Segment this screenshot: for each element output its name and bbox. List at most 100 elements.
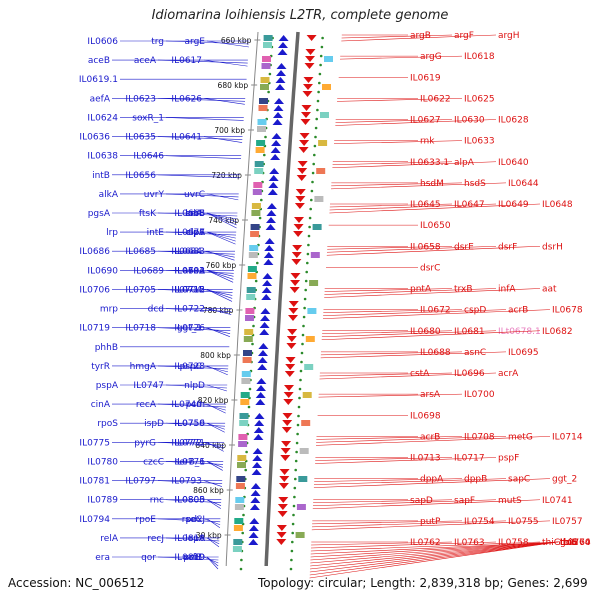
leader-line-right — [326, 245, 497, 253]
gene-label-left: IL0805 — [174, 496, 205, 506]
leader-line-right — [310, 541, 541, 552]
leader-line-left — [206, 461, 223, 471]
leader-line-right — [311, 541, 453, 546]
gc-dot-right — [301, 333, 305, 337]
leader-line-right — [330, 182, 507, 190]
gene-label-left: relA — [100, 534, 119, 544]
feature-box — [263, 42, 272, 48]
gene-label-right: arsA — [420, 390, 441, 400]
gene-label-left: IL0626 — [171, 94, 202, 104]
ruler-tick-label: 840 kbp — [195, 441, 226, 450]
gene-label-left: lolA — [185, 209, 203, 219]
gene-label-right: IL0625 — [464, 94, 495, 104]
gene-arrow-right — [283, 392, 294, 398]
gc-dot-right — [296, 423, 300, 427]
gene-label-right: IL0698 — [410, 411, 441, 421]
leader-line-right — [318, 393, 463, 398]
ruler-tick-label: 680 kbp — [218, 81, 249, 90]
leader-line-left — [165, 308, 232, 312]
gc-dot-left — [268, 72, 272, 76]
gc-dot-left — [247, 405, 251, 409]
gene-label-right: dppA — [420, 475, 444, 485]
gene-arrow-left — [259, 322, 270, 328]
gene-arrow-right — [303, 77, 314, 83]
gene-label-right: thiE — [560, 538, 578, 548]
leader-line-left — [206, 365, 228, 376]
feature-box — [245, 308, 255, 314]
gene-arrow-left — [258, 350, 268, 356]
leader-line-right — [319, 372, 497, 380]
leader-line-right — [333, 140, 463, 144]
gene-label-left: crcB — [185, 209, 205, 219]
feature-box — [261, 63, 271, 69]
gene-arrow-left — [248, 539, 259, 545]
gc-dot-right — [304, 288, 308, 292]
gene-label-right: IL0713 — [410, 454, 441, 464]
gene-label-left: xerD — [184, 553, 205, 563]
feature-box — [305, 336, 315, 342]
feature-box — [241, 378, 251, 384]
feature-box — [237, 455, 247, 461]
ruler-tick-label: 820 kbp — [198, 396, 229, 405]
feature-box — [239, 413, 249, 419]
feature-box — [248, 252, 258, 258]
gene-arrow-left — [249, 504, 260, 510]
gene-label-left: czcC — [143, 457, 164, 467]
leader-line-right — [309, 541, 559, 573]
gene-label-right: putP — [420, 517, 441, 527]
feature-box — [260, 84, 269, 90]
gene-label-right: IL0658 — [410, 242, 441, 252]
feature-box — [243, 336, 253, 342]
gene-label-right: IL0680 — [410, 327, 441, 337]
gene-label-right: argH — [498, 31, 520, 41]
gc-dot-right — [294, 477, 297, 481]
leader-line-right — [316, 436, 507, 443]
leader-line-right — [322, 309, 551, 319]
leader-line-right — [313, 478, 507, 485]
gc-dot-left — [251, 342, 254, 346]
gene-arrow-right — [297, 168, 308, 174]
feature-box — [241, 371, 251, 377]
ruler-tick-label: 740 kbp — [208, 216, 239, 225]
feature-box — [234, 504, 244, 510]
leader-line-left — [165, 155, 242, 159]
gene-arrow-left — [252, 455, 263, 461]
gc-dot-right — [294, 468, 298, 472]
leader-line-right — [341, 34, 497, 42]
leader-line-left — [206, 327, 231, 337]
gene-arrow-right — [280, 448, 291, 454]
gc-dot-right — [292, 504, 296, 508]
gc-dot-right — [301, 342, 304, 346]
leader-line-left — [203, 365, 228, 373]
gene-arrow-right — [306, 35, 317, 41]
feature-box — [245, 315, 254, 321]
gene-arrow-left — [264, 238, 275, 244]
gene-label-right: IL0700 — [464, 390, 495, 400]
gene-arrow-left — [276, 70, 286, 76]
gene-arrow-left — [261, 294, 272, 300]
gene-arrow-left — [261, 287, 272, 293]
leader-line-right — [321, 330, 497, 338]
gene-label-right: hsdM — [420, 179, 444, 189]
gc-dot-left — [248, 387, 252, 391]
gene-label-left: IL0665 — [174, 209, 205, 219]
gene-label-left: pdxJ — [186, 515, 205, 525]
leader-line-left — [206, 250, 235, 261]
gc-dot-right — [311, 180, 314, 184]
feature-box — [304, 364, 314, 370]
leader-line-left — [206, 442, 224, 452]
gene-label-left: IL0780 — [87, 457, 118, 467]
feature-box — [232, 546, 242, 552]
feature-box — [247, 273, 257, 279]
feature-box — [252, 189, 262, 195]
gene-arrow-left — [250, 483, 261, 489]
gc-dot-right — [297, 414, 300, 418]
gene-label-left: IL0793 — [171, 477, 202, 487]
leader-line-left — [206, 40, 249, 48]
gene-arrow-right — [300, 119, 311, 125]
gene-label-left: cinA — [91, 400, 111, 410]
gene-label-left: serB_1 — [175, 457, 205, 467]
gc-dot-right — [296, 432, 299, 436]
gene-arrow-left — [258, 343, 269, 349]
